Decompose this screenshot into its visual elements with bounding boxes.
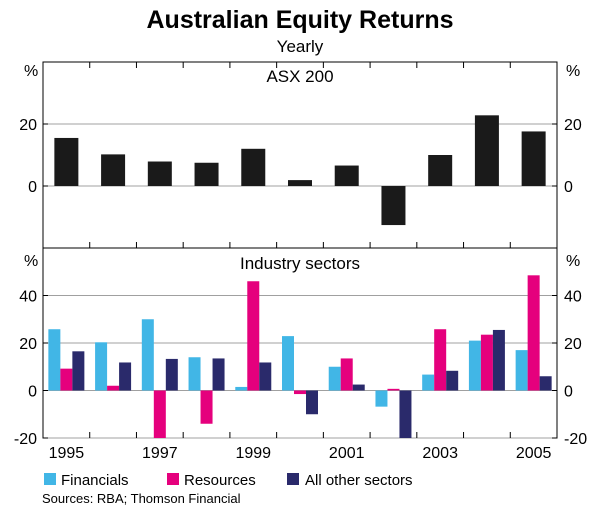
y-tick-label-left: 20 xyxy=(19,336,37,353)
bar-all-other-sectors-1996 xyxy=(119,362,132,391)
bar-resources-2003 xyxy=(434,329,447,391)
x-tick-label: 1995 xyxy=(49,445,85,462)
bar-financials-2002 xyxy=(375,390,388,407)
x-tick-label: 1997 xyxy=(142,445,178,462)
legend-label-all-other-sectors: All other sectors xyxy=(305,472,413,489)
bar-asx-200-2000 xyxy=(288,180,312,186)
x-tick-label: 2003 xyxy=(422,445,458,462)
bar-asx-200-2004 xyxy=(474,115,499,186)
bar-all-other-sectors-1995 xyxy=(72,351,85,391)
y-tick-label-right: 0 xyxy=(564,179,573,196)
bar-all-other-sectors-2001 xyxy=(352,384,365,391)
bar-asx-200-1996 xyxy=(101,154,126,186)
bars xyxy=(48,115,552,438)
bar-resources-1999 xyxy=(247,281,260,391)
bar-financials-2001 xyxy=(328,366,341,391)
source-note: Sources: RBA; Thomson Financial xyxy=(42,491,241,506)
bar-all-other-sectors-1998 xyxy=(212,358,225,391)
bar-all-other-sectors-1999 xyxy=(259,362,272,391)
x-tick-label: 2001 xyxy=(329,445,365,462)
bar-resources-2000 xyxy=(294,390,306,395)
ticks: 20 20 0 0 40 40 20 20 0 0 -20 -20 1995 1997 1999 2001 20… xyxy=(14,62,587,462)
bar-resources-1996 xyxy=(107,385,120,391)
bar-resources-2001 xyxy=(340,358,353,391)
bar-financials-1995 xyxy=(48,329,61,391)
bar-resources-1997 xyxy=(153,390,166,438)
bar-asx-200-1995 xyxy=(54,137,79,186)
y-tick-label-right: 40 xyxy=(564,289,582,306)
x-tick-label: 2005 xyxy=(516,445,552,462)
bottom-left-unit-label: % xyxy=(24,253,38,270)
bar-financials-2004 xyxy=(468,340,481,391)
bar-all-other-sectors-2003 xyxy=(446,370,459,391)
y-tick-label-left: 0 xyxy=(28,179,37,196)
chart-title: Australian Equity Returns xyxy=(147,6,454,34)
y-tick-label-right: 20 xyxy=(564,117,582,134)
y-tick-label-right: -20 xyxy=(564,431,587,448)
bar-financials-2003 xyxy=(422,374,435,391)
bottom-right-unit-label: % xyxy=(566,253,580,270)
bar-all-other-sectors-2000 xyxy=(306,390,318,415)
y-tick-label-left: -20 xyxy=(14,431,37,448)
top-right-unit-label: % xyxy=(566,63,580,80)
chart-subtitle: Yearly xyxy=(277,37,324,56)
bar-asx-200-2002 xyxy=(381,186,406,226)
y-tick-label-left: 0 xyxy=(28,384,37,401)
legend-swatch-resources xyxy=(167,473,179,485)
bar-asx-200-1997 xyxy=(147,161,172,186)
bar-financials-1997 xyxy=(141,319,154,391)
bar-asx-200-1998 xyxy=(194,162,219,186)
bar-asx-200-2003 xyxy=(428,155,453,186)
y-tick-label-right: 20 xyxy=(564,336,582,353)
bar-resources-1995 xyxy=(60,368,73,391)
x-tick-label: 1999 xyxy=(235,445,271,462)
bar-all-other-sectors-1997 xyxy=(165,358,178,391)
bar-financials-2000 xyxy=(282,336,294,391)
bottom-panel-title: Industry sectors xyxy=(240,254,360,273)
bar-financials-1996 xyxy=(95,342,108,391)
bar-asx-200-2005 xyxy=(521,131,546,186)
bar-resources-2004 xyxy=(480,334,493,391)
bar-all-other-sectors-2005 xyxy=(539,376,552,391)
bar-asx-200-1999 xyxy=(241,148,266,186)
bar-resources-2005 xyxy=(527,275,540,391)
bar-resources-1998 xyxy=(200,390,213,424)
bar-financials-1999 xyxy=(235,386,248,391)
bar-resources-2002 xyxy=(387,388,400,391)
bar-asx-200-2001 xyxy=(334,165,359,186)
y-tick-label-left: 40 xyxy=(19,289,37,306)
legend-label-resources: Resources xyxy=(184,472,256,489)
legend-label-financials: Financials xyxy=(61,472,129,489)
y-tick-label-right: 0 xyxy=(564,384,573,401)
top-left-unit-label: % xyxy=(24,63,38,80)
legend: Financials Resources All other sectors xyxy=(44,472,413,489)
legend-swatch-all-other-sectors xyxy=(287,473,299,485)
bar-financials-2005 xyxy=(515,350,528,391)
legend-swatch-financials xyxy=(44,473,56,485)
bar-financials-1998 xyxy=(188,357,201,391)
top-panel-title: ASX 200 xyxy=(266,67,333,86)
bar-all-other-sectors-2002 xyxy=(399,390,412,438)
bar-all-other-sectors-2004 xyxy=(492,329,505,391)
y-tick-label-left: 20 xyxy=(19,117,37,134)
